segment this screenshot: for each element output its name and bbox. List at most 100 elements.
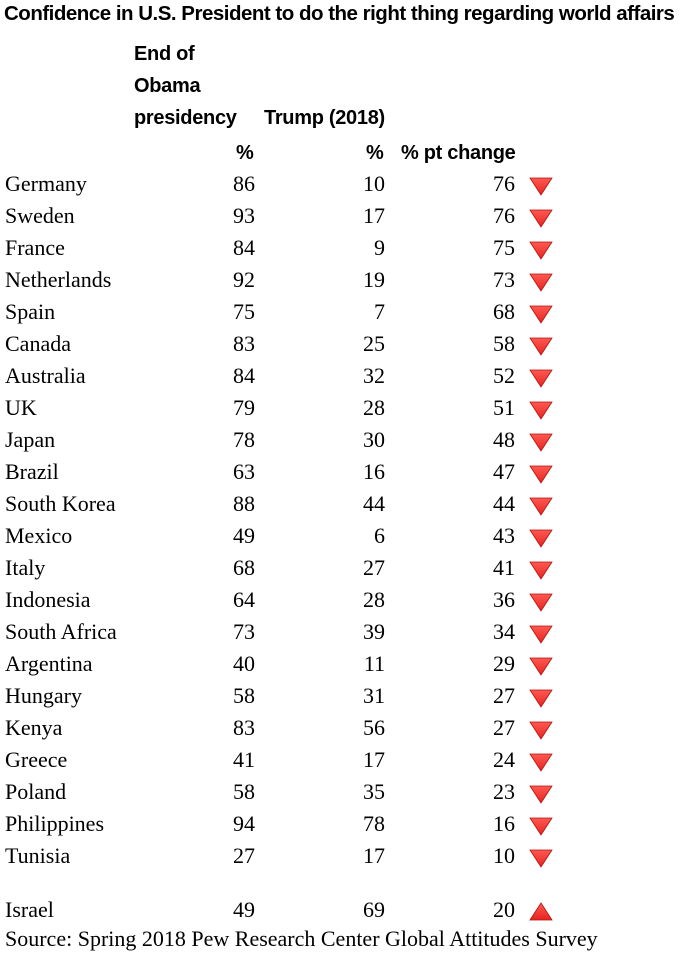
table-row: Poland 58 35 23	[0, 776, 692, 808]
table-row: Hungary 58 31 27	[0, 680, 692, 712]
triangle-down-icon	[529, 529, 553, 548]
trump-value-cell: 78	[363, 811, 385, 836]
change-value-cell: 58	[493, 331, 515, 356]
obama-value-cell: 68	[233, 555, 255, 580]
obama-value-cell: 49	[233, 523, 255, 548]
triangle-down-icon	[529, 625, 553, 644]
triangle-down-icon	[529, 305, 553, 324]
obama-value-cell: 27	[233, 843, 255, 868]
trump-value-cell: 17	[363, 747, 385, 772]
change-value-cell: 51	[493, 395, 515, 420]
country-cell: Tunisia	[5, 843, 71, 868]
obama-unit-label: %	[236, 142, 254, 164]
obama-value-cell: 78	[233, 427, 255, 452]
change-value-cell: 52	[493, 363, 515, 388]
trump-value-cell: 28	[363, 587, 385, 612]
change-value-cell: 24	[493, 747, 515, 772]
trump-value-cell: 31	[363, 683, 385, 708]
obama-value-cell: 92	[233, 267, 255, 292]
triangle-down-icon	[529, 689, 553, 708]
trump-value-cell: 16	[363, 459, 385, 484]
obama-value-cell: 64	[233, 587, 255, 612]
change-value-cell: 68	[493, 299, 515, 324]
change-value-cell: 36	[493, 587, 515, 612]
country-cell: Mexico	[5, 523, 73, 548]
country-cell: Indonesia	[5, 587, 91, 612]
table-row: Tunisia 27 17 10	[0, 840, 692, 872]
trump-value-cell: 28	[363, 395, 385, 420]
obama-header-line-1: End of	[134, 43, 195, 65]
obama-header-line-2: Obama	[134, 75, 201, 97]
obama-value-cell: 86	[233, 171, 255, 196]
table-row: Argentina 40 11 29	[0, 648, 692, 680]
table-row: Philippines 94 78 16	[0, 808, 692, 840]
obama-value-cell: 41	[233, 747, 255, 772]
triangle-down-icon	[529, 497, 553, 516]
table-row: Australia 84 32 52	[0, 360, 692, 392]
obama-header-line-3: presidency	[134, 107, 237, 129]
change-value-cell: 41	[493, 555, 515, 580]
change-value-cell: 47	[493, 459, 515, 484]
table-row: Israel 49 69 20	[0, 894, 692, 926]
table-row: Mexico 49 6 43	[0, 520, 692, 552]
triangle-down-icon	[529, 785, 553, 804]
change-value-cell: 23	[493, 779, 515, 804]
triangle-down-icon	[529, 401, 553, 420]
obama-value-cell: 84	[233, 363, 255, 388]
trump-value-cell: 69	[363, 897, 385, 922]
country-cell: Sweden	[5, 203, 75, 228]
triangle-down-icon	[529, 657, 553, 676]
change-value-cell: 20	[493, 897, 515, 922]
table-row: Netherlands 92 19 73	[0, 264, 692, 296]
change-value-cell: 73	[493, 267, 515, 292]
table-row: Italy 68 27 41	[0, 552, 692, 584]
country-cell: Philippines	[5, 811, 105, 836]
obama-value-cell: 94	[233, 811, 255, 836]
change-value-cell: 16	[493, 811, 515, 836]
chart-title: Confidence in U.S. President to do the r…	[4, 2, 675, 25]
table-row: Brazil 63 16 47	[0, 456, 692, 488]
trump-value-cell: 35	[363, 779, 385, 804]
country-cell: Israel	[5, 897, 54, 922]
country-cell: Kenya	[5, 715, 63, 740]
obama-column-header: End of Obama presidency	[134, 38, 237, 134]
country-cell: Hungary	[5, 683, 82, 708]
trump-value-cell: 30	[363, 427, 385, 452]
change-value-cell: 27	[493, 683, 515, 708]
table-row: Kenya 83 56 27	[0, 712, 692, 744]
obama-value-cell: 84	[233, 235, 255, 260]
triangle-up-icon	[529, 902, 553, 921]
triangle-down-icon	[529, 433, 553, 452]
country-cell: Germany	[5, 171, 87, 196]
country-cell: Netherlands	[5, 267, 112, 292]
table-row: UK 79 28 51	[0, 392, 692, 424]
trump-value-cell: 44	[363, 491, 385, 516]
trump-value-cell: 39	[363, 619, 385, 644]
table-row: South Africa 73 39 34	[0, 616, 692, 648]
table-row: France 84 9 75	[0, 232, 692, 264]
country-cell: Japan	[5, 427, 56, 452]
change-value-cell: 29	[493, 651, 515, 676]
table-row: Canada 83 25 58	[0, 328, 692, 360]
change-value-cell: 43	[493, 523, 515, 548]
triangle-down-icon	[529, 337, 553, 356]
obama-value-cell: 58	[233, 683, 255, 708]
country-cell: France	[5, 235, 65, 260]
country-cell: Italy	[5, 555, 46, 580]
trump-value-cell: 32	[363, 363, 385, 388]
triangle-down-icon	[529, 561, 553, 580]
change-column-header: % pt change	[401, 142, 516, 164]
trump-value-cell: 6	[374, 523, 385, 548]
country-cell: Spain	[5, 299, 56, 324]
table-row: Germany 86 10 76	[0, 168, 692, 200]
country-cell: Argentina	[5, 651, 93, 676]
obama-value-cell: 88	[233, 491, 255, 516]
country-cell: South Korea	[5, 491, 116, 516]
trump-value-cell: 9	[374, 235, 385, 260]
table-row: Indonesia 64 28 36	[0, 584, 692, 616]
country-cell: Greece	[5, 747, 68, 772]
trump-value-cell: 7	[374, 299, 385, 324]
table-row: Spain 75 7 68	[0, 296, 692, 328]
obama-value-cell: 75	[233, 299, 255, 324]
triangle-down-icon	[529, 369, 553, 388]
